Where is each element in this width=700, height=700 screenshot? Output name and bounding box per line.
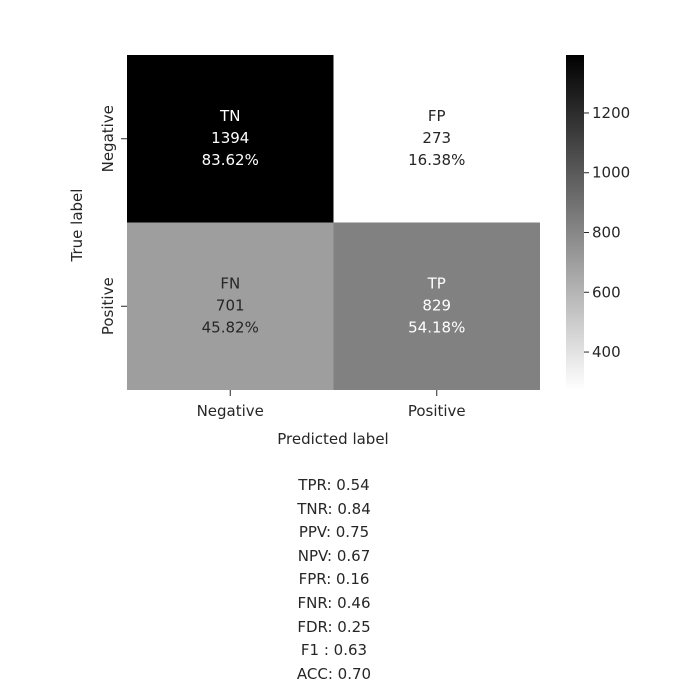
x-axis: Negative Positive	[197, 390, 466, 420]
metric-line: TNR: 0.84	[297, 499, 371, 518]
cell-count-fp: 273	[422, 129, 451, 147]
cell-labels: TN 1394 83.62% FP 273 16.38% FN 701 45.82% TP 829 5…	[202, 107, 466, 337]
metric-line: F1 : 0.63	[300, 641, 368, 660]
cell-percent-fp: 16.38%	[408, 151, 465, 169]
confusion-matrix-figure: TN 1394 83.62% FP 273 16.38% FN 701 45.82% TP 829 5…	[68, 55, 630, 448]
y-axis-label: True label	[68, 189, 86, 263]
x-tick-label-positive: Positive	[408, 402, 466, 420]
cell-percent-fn: 45.82%	[202, 318, 259, 336]
y-tick-label-positive: Positive	[99, 277, 117, 335]
y-axis: Negative Positive	[99, 105, 127, 335]
metric-line: TPR: 0.54	[298, 476, 370, 494]
metric-line: NPV: 0.67	[297, 546, 371, 565]
heatmap-cell-tp	[333, 222, 540, 390]
cell-name-tn: TN	[219, 107, 240, 125]
heatmap-cell-fn	[127, 222, 334, 390]
metrics-panel: TPR: 0.54 TNR: 0.84 PPV: 0.75 NPV: 0.67 FPR:…	[0, 474, 668, 686]
metric-line: FPR: 0.16	[298, 570, 370, 589]
colorbar-tick-label-400: 400	[592, 343, 621, 361]
metric-line: FNR: 0.46	[297, 593, 371, 612]
cell-name-tp: TP	[427, 274, 446, 292]
heatmap-cell-tn	[127, 55, 334, 223]
cell-name-fn: FN	[220, 274, 240, 292]
x-axis-label: Predicted label	[277, 430, 388, 448]
cell-percent-tn: 83.62%	[202, 151, 259, 169]
cell-name-fp: FP	[428, 107, 446, 125]
cell-count-tn: 1394	[211, 129, 249, 147]
x-tick-label-negative: Negative	[197, 402, 264, 420]
colorbar-tick-label-600: 600	[592, 283, 621, 301]
colorbar-tick-label-1000: 1000	[592, 164, 630, 182]
colorbar-tick-label-1200: 1200	[592, 104, 630, 122]
cell-percent-tp: 54.18%	[408, 318, 465, 336]
metric-line: FDR: 0.25	[297, 617, 371, 636]
metric-line: ACC: 0.70	[296, 664, 372, 683]
cell-count-fn: 701	[216, 296, 245, 314]
colorbar-tick-label-800: 800	[592, 224, 621, 242]
heatmap-cell-fp	[333, 55, 540, 223]
colorbar: 400 600 800 1000 1200	[566, 55, 630, 390]
y-tick-label-negative: Negative	[99, 105, 117, 172]
metric-line: PPV: 0.75	[298, 523, 370, 542]
heatmap-cells	[127, 55, 540, 390]
colorbar-gradient	[566, 55, 584, 390]
cell-count-tp: 829	[422, 296, 451, 314]
